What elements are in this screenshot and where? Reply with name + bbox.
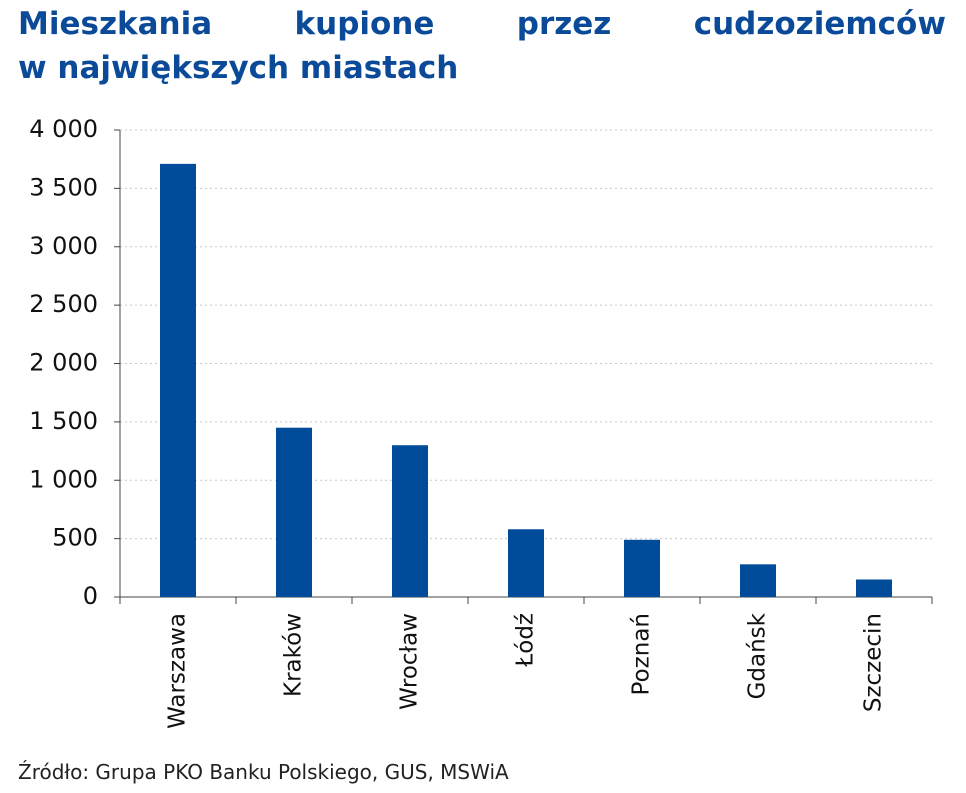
x-tick-label: Warszawa xyxy=(165,613,191,729)
bar xyxy=(392,445,428,597)
y-tick-label: 2 000 xyxy=(29,349,98,377)
y-tick-label: 1 000 xyxy=(29,465,98,493)
y-tick-label: 3 000 xyxy=(29,232,98,260)
title-line: Mieszkania kupione przez cudzoziemców xyxy=(18,6,946,42)
y-tick-label: 500 xyxy=(52,524,98,552)
source-note: Źródło: Grupa PKO Banku Polskiego, GUS, … xyxy=(18,760,509,784)
y-tick-label: 4 000 xyxy=(29,115,98,143)
y-tick-label: 3 500 xyxy=(29,173,98,201)
bar xyxy=(624,539,660,597)
x-tick-label: Poznań xyxy=(629,613,655,695)
y-tick-label: 0 xyxy=(83,582,98,610)
y-tick-label: 1 500 xyxy=(29,407,98,435)
x-tick-label: Kraków xyxy=(281,613,307,697)
x-tick-label: Gdańsk xyxy=(745,612,771,699)
bar xyxy=(740,564,776,597)
bar xyxy=(276,427,312,597)
bar xyxy=(856,579,892,597)
x-tick-label: Łódź xyxy=(513,613,539,668)
bar xyxy=(160,163,196,598)
title-line: w największych miastach xyxy=(18,50,459,86)
chart-title: Mieszkania kupione przez cudzoziemców w … xyxy=(18,2,946,90)
x-tick-label: Szczecin xyxy=(861,613,887,712)
bar xyxy=(508,529,544,597)
x-tick-label: Wrocław xyxy=(397,613,423,710)
y-tick-label: 2 500 xyxy=(29,290,98,318)
